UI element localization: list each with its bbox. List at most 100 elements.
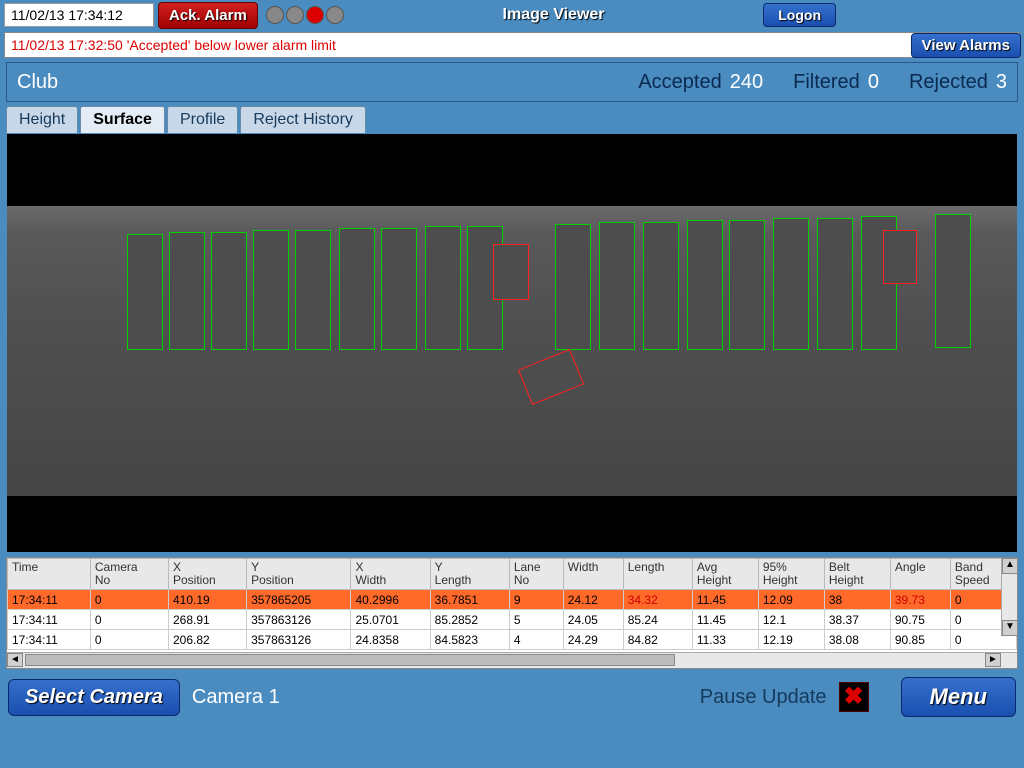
table-cell: 0 <box>90 610 168 630</box>
column-header[interactable]: Angle <box>890 559 950 590</box>
table-row[interactable]: 17:34:110268.9135786312625.070185.285252… <box>8 610 1017 630</box>
table-cell: 11.45 <box>692 590 758 610</box>
logon-button[interactable]: Logon <box>763 3 836 27</box>
table-cell: 9 <box>509 590 563 610</box>
menu-button[interactable]: Menu <box>901 677 1016 717</box>
column-header[interactable]: CameraNo <box>90 559 168 590</box>
status-dots <box>266 6 344 24</box>
table-cell: 11.33 <box>692 630 758 650</box>
detection-box-ok <box>773 218 809 350</box>
detection-box-ok <box>253 230 289 350</box>
table-cell: 12.1 <box>758 610 824 630</box>
detection-box-ok <box>295 230 331 350</box>
table-cell: 40.2996 <box>351 590 430 610</box>
status-dot-3 <box>306 6 324 24</box>
status-dot-2 <box>286 6 304 24</box>
column-header[interactable]: XPosition <box>168 559 246 590</box>
table-cell: 90.85 <box>890 630 950 650</box>
table-cell: 84.5823 <box>430 630 509 650</box>
table-row[interactable]: 17:34:110410.1935786520540.299636.785192… <box>8 590 1017 610</box>
column-header[interactable]: Length <box>623 559 692 590</box>
table-cell: 410.19 <box>168 590 246 610</box>
table-cell: 84.82 <box>623 630 692 650</box>
accepted-label: Accepted <box>638 71 721 93</box>
detection-box-ok <box>425 226 461 350</box>
column-header[interactable]: YLength <box>430 559 509 590</box>
table-cell: 4 <box>509 630 563 650</box>
pause-update-label: Pause Update <box>700 686 827 709</box>
column-header[interactable]: Width <box>563 559 623 590</box>
detection-box-ok <box>381 228 417 350</box>
detection-box-ok <box>127 234 163 350</box>
app-title: Image Viewer <box>348 6 759 24</box>
detection-box-ok <box>729 220 765 350</box>
ack-alarm-button[interactable]: Ack. Alarm <box>158 2 258 29</box>
table-cell: 17:34:11 <box>8 590 91 610</box>
table-cell: 357863126 <box>247 630 351 650</box>
detection-box-reject <box>883 230 917 284</box>
rejected-label: Rejected <box>909 71 988 93</box>
horizontal-scrollbar[interactable]: ◄ ► <box>7 652 1017 668</box>
bottom-bar: Select Camera Camera 1 Pause Update ✖ Me… <box>0 675 1024 719</box>
table-cell: 38.37 <box>824 610 890 630</box>
table-cell: 5 <box>509 610 563 630</box>
scroll-right-arrow[interactable]: ► <box>985 653 1001 667</box>
table-cell: 206.82 <box>168 630 246 650</box>
table-row[interactable]: 17:34:110206.8235786312624.835884.582342… <box>8 630 1017 650</box>
table-cell: 90.75 <box>890 610 950 630</box>
select-camera-button[interactable]: Select Camera <box>8 679 180 716</box>
table-cell: 24.12 <box>563 590 623 610</box>
table-cell: 12.09 <box>758 590 824 610</box>
detection-box-ok <box>643 222 679 350</box>
status-dot-4 <box>326 6 344 24</box>
scroll-up-arrow[interactable]: ▲ <box>1002 558 1017 574</box>
view-alarms-button[interactable]: View Alarms <box>911 33 1021 58</box>
column-header[interactable]: Time <box>8 559 91 590</box>
column-header[interactable]: LaneNo <box>509 559 563 590</box>
rejected-value: 3 <box>996 71 1007 93</box>
column-header[interactable]: XWidth <box>351 559 430 590</box>
scroll-thumb[interactable] <box>25 654 675 666</box>
scroll-down-arrow[interactable]: ▼ <box>1002 620 1017 636</box>
image-panel <box>6 133 1018 553</box>
table-cell: 85.2852 <box>430 610 509 630</box>
column-header[interactable]: YPosition <box>247 559 351 590</box>
detection-box-ok <box>339 228 375 350</box>
timestamp-display: 11/02/13 17:34:12 <box>4 3 154 27</box>
accepted-value: 240 <box>730 71 763 93</box>
column-header[interactable]: 95%Height <box>758 559 824 590</box>
top-bar: 11/02/13 17:34:12 Ack. Alarm Image Viewe… <box>0 0 1024 30</box>
table-cell: 34.32 <box>623 590 692 610</box>
tab-reject-history[interactable]: Reject History <box>240 106 366 133</box>
table-cell: 0 <box>90 630 168 650</box>
tab-height[interactable]: Height <box>6 106 78 133</box>
table-cell: 268.91 <box>168 610 246 630</box>
product-name: Club <box>17 71 58 94</box>
alarm-row: 11/02/13 17:32:50 'Accepted' below lower… <box>4 32 1020 58</box>
status-dot-1 <box>266 6 284 24</box>
alarm-message: 11/02/13 17:32:50 'Accepted' below lower… <box>5 34 913 56</box>
table-cell: 24.8358 <box>351 630 430 650</box>
table-cell: 85.24 <box>623 610 692 630</box>
column-header[interactable]: AvgHeight <box>692 559 758 590</box>
table-cell: 38.08 <box>824 630 890 650</box>
table-cell: 39.73 <box>890 590 950 610</box>
camera-label: Camera 1 <box>192 686 280 709</box>
table-cell: 11.45 <box>692 610 758 630</box>
tab-profile[interactable]: Profile <box>167 106 238 133</box>
scroll-left-arrow[interactable]: ◄ <box>7 653 23 667</box>
table-scroll: TimeCameraNoXPositionYPositionXWidthYLen… <box>7 558 1017 652</box>
table-cell: 357865205 <box>247 590 351 610</box>
stats-bar: Club Accepted240 Filtered0 Rejected3 <box>6 62 1018 102</box>
pause-toggle-button[interactable]: ✖ <box>839 682 869 712</box>
table-cell: 0 <box>90 590 168 610</box>
column-header[interactable]: BeltHeight <box>824 559 890 590</box>
table-cell: 17:34:11 <box>8 630 91 650</box>
table-cell: 357863126 <box>247 610 351 630</box>
detection-box-ok <box>169 232 205 350</box>
vertical-scrollbar[interactable]: ▲ ▼ <box>1001 558 1017 636</box>
tab-surface[interactable]: Surface <box>80 106 165 133</box>
detection-box-ok <box>687 220 723 350</box>
tabs: Height Surface Profile Reject History <box>6 106 1018 133</box>
detection-box-ok <box>555 224 591 350</box>
